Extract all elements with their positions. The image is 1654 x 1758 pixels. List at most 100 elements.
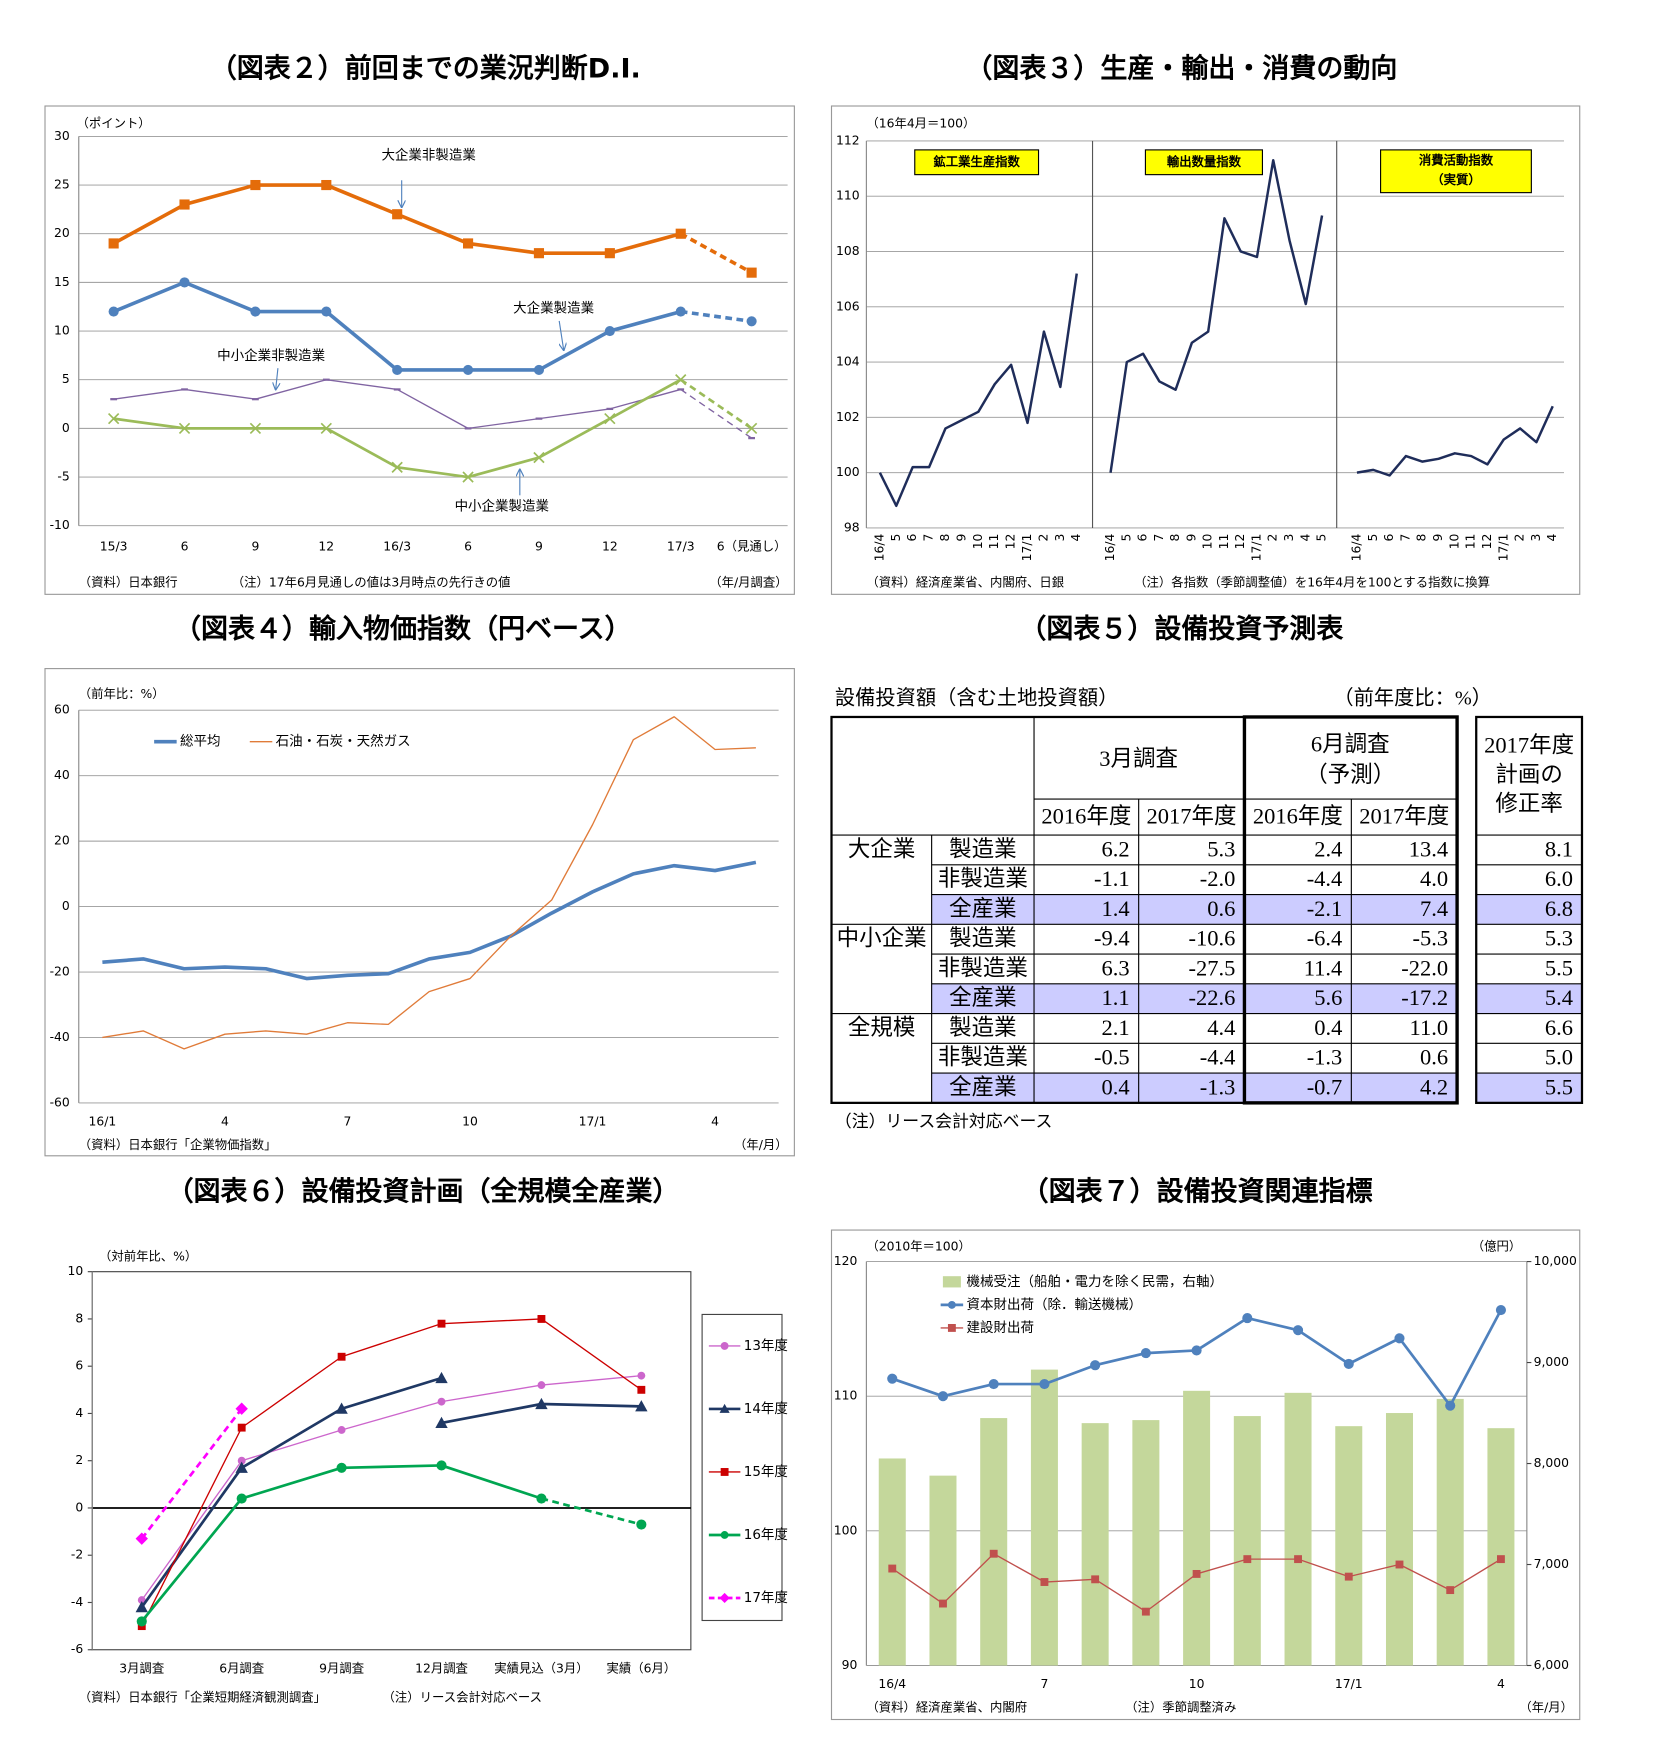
point <box>435 1416 448 1428</box>
panel-label: 鉱工業生産指数 <box>933 154 1020 169</box>
point <box>1141 1607 1150 1616</box>
x-tick-label: 17/1 <box>1496 534 1510 562</box>
series-line <box>140 1407 243 1540</box>
point <box>337 1426 346 1434</box>
x-tick-label: 7 <box>922 534 936 542</box>
cell: 5.0 <box>1545 1045 1573 1070</box>
point <box>536 1493 547 1504</box>
point <box>746 316 757 327</box>
bar <box>980 1418 1008 1666</box>
cell: 1.4 <box>1102 896 1130 921</box>
column-header: 計画の <box>1495 762 1563 787</box>
point <box>179 199 190 210</box>
x-tick-label: 16/1 <box>89 1115 117 1129</box>
point <box>606 407 614 411</box>
point <box>1242 1313 1253 1324</box>
panel-label-box <box>1144 149 1264 176</box>
y-tick-label: -2 <box>71 1548 83 1562</box>
x-tick-label: 3 <box>1529 534 1543 542</box>
cell: 6.0 <box>1545 866 1573 891</box>
y-tick-label: 2 <box>75 1453 83 1467</box>
y-tick-label: 5 <box>62 372 70 386</box>
x-tick-label: 3 <box>1282 534 1296 542</box>
x-tick-label: 16/4 <box>1349 533 1363 561</box>
point <box>391 461 403 473</box>
point <box>604 248 615 259</box>
cell: 4.4 <box>1207 1015 1235 1040</box>
point <box>1243 1555 1252 1564</box>
point <box>181 388 188 391</box>
point <box>136 1616 147 1627</box>
point <box>533 248 545 259</box>
x-tick-label: 10 <box>1201 533 1215 549</box>
series-line <box>679 378 753 430</box>
x-tick-label: 11 <box>1464 534 1478 550</box>
point <box>252 398 259 401</box>
x-tick-label: 12月調査 <box>415 1661 468 1675</box>
legend-label: 13年度 <box>744 1338 788 1354</box>
point <box>249 422 262 435</box>
legend-label: 17年度 <box>744 1590 788 1606</box>
x-tick-label: 16/3 <box>383 540 411 554</box>
column-header: 6月調査 <box>1311 731 1390 756</box>
point <box>137 1596 146 1605</box>
point <box>635 1400 648 1412</box>
x-tick-label: 10 <box>1189 1677 1205 1691</box>
series-line <box>679 232 753 275</box>
y-tick-label: 4 <box>75 1406 83 1420</box>
bar <box>1233 1416 1261 1666</box>
y-tick-label: 10 <box>68 1264 84 1278</box>
y-tick-label: 110 <box>834 1389 858 1403</box>
x-tick-label: 8 <box>1168 533 1182 541</box>
y-tick-label: -60 <box>50 1095 70 1109</box>
row-label: 製造業 <box>949 1015 1017 1040</box>
x-tick-label: 6 <box>905 533 919 541</box>
x-tick-label: 8 <box>938 533 952 541</box>
point <box>321 306 332 317</box>
cell: 7.4 <box>1420 896 1448 921</box>
table-border <box>1242 715 1459 1105</box>
series-line <box>141 1374 642 1601</box>
legend-label: 総平均 <box>180 734 221 750</box>
point <box>108 306 119 317</box>
cell: -9.4 <box>1094 926 1130 951</box>
legend-label: 資本財出荷（除．輸送機械） <box>967 1297 1143 1313</box>
y-tick-label: 106 <box>836 299 860 313</box>
y-tick-label: 0 <box>75 1500 83 1514</box>
x-axis-label: （年/月） <box>734 1138 788 1152</box>
annotation: 中小企業非製造業 <box>217 347 325 364</box>
row-label: 全産業 <box>949 985 1017 1010</box>
legend-marker <box>947 1300 956 1309</box>
point <box>533 451 545 464</box>
y-tick-label: 0 <box>62 899 70 913</box>
row-highlight <box>1476 894 1582 925</box>
point <box>437 1397 446 1406</box>
cell: -1.3 <box>1200 1074 1236 1099</box>
x-tick-label: 17/1 <box>579 1115 607 1129</box>
x-tick-label: 5 <box>1366 534 1380 542</box>
y-tick-label: -20 <box>50 965 70 979</box>
chart-title: （図表４）輸入物価指数（円ベース） <box>174 613 632 645</box>
y-tick-label: 25 <box>54 178 70 192</box>
point <box>535 1397 548 1410</box>
cell: -5.3 <box>1412 926 1448 951</box>
group-label: 大企業 <box>848 836 916 861</box>
point <box>1090 1360 1101 1371</box>
legend-label: 建設財出荷 <box>967 1320 1035 1336</box>
source: （資料）経済産業省、内閣府、日銀 <box>866 575 1064 590</box>
y-tick-label: 90 <box>842 1658 858 1672</box>
legend-marker <box>720 1468 729 1476</box>
y-tick-label: 20 <box>54 834 70 848</box>
x-tick-label: 17/3 <box>667 540 695 554</box>
cell: 4.0 <box>1420 866 1448 891</box>
group-label: 全規模 <box>848 1015 916 1040</box>
annotation: 大企業製造業 <box>513 300 594 317</box>
y2-tick-label: 10,000 <box>1534 1254 1577 1268</box>
point <box>1192 1569 1201 1578</box>
x-tick-label: 6月調査 <box>219 1661 264 1675</box>
x-tick-label: 11 <box>1217 534 1231 550</box>
cell: 5.5 <box>1545 955 1573 980</box>
cell: -4.4 <box>1200 1045 1236 1070</box>
x-axis-label: （年/月調査） <box>709 576 787 590</box>
legend-marker <box>947 1324 956 1332</box>
